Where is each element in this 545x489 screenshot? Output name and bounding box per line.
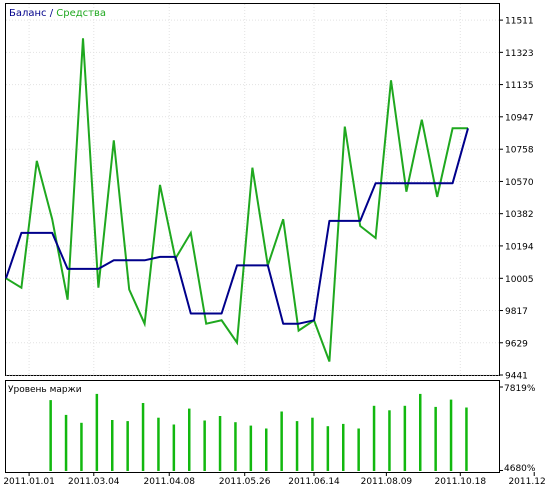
y-tick-label: 11511 bbox=[505, 17, 534, 27]
margin-grid bbox=[499, 386, 503, 471]
margin-bar bbox=[234, 422, 237, 471]
margin-bar bbox=[388, 410, 391, 471]
x-tick-label: 2011.03.04 bbox=[68, 477, 120, 487]
margin-bar bbox=[311, 417, 314, 471]
y-tick-label: 10758 bbox=[505, 146, 534, 156]
balance-series-line bbox=[5, 128, 469, 325]
margin-bar bbox=[49, 400, 52, 471]
legend-separator: / bbox=[47, 8, 57, 19]
x-tick-label: 2011.01.01 bbox=[3, 477, 55, 487]
margin-y-tick-min: 4680% bbox=[504, 464, 536, 474]
x-tick-label: 2011.08.09 bbox=[361, 477, 413, 487]
y-tick-label: 10947 bbox=[505, 113, 534, 123]
margin-bar bbox=[419, 393, 422, 471]
margin-bar bbox=[203, 420, 206, 471]
x-tick-label: 2011.12.22 bbox=[508, 477, 545, 487]
x-tick-label: 2011.04.08 bbox=[143, 477, 195, 487]
margin-bar bbox=[249, 425, 253, 471]
margin-bar bbox=[357, 428, 360, 471]
y-tick-label: 10382 bbox=[505, 210, 534, 220]
margin-bar bbox=[141, 403, 145, 471]
main-grid bbox=[6, 4, 499, 376]
margin-bar bbox=[265, 428, 268, 471]
margin-bar bbox=[80, 422, 83, 471]
balance-equity-panel: 11511 11323 11135 10947 10758 10570 10382 10194… bbox=[5, 3, 534, 382]
x-tick-label: 2011.06.14 bbox=[288, 477, 340, 487]
margin-bar bbox=[111, 420, 114, 471]
margin-bar bbox=[326, 426, 330, 471]
margin-bar bbox=[172, 424, 176, 471]
margin-bar bbox=[449, 399, 453, 471]
legend: Баланс / Средства bbox=[9, 8, 106, 19]
margin-bar bbox=[188, 408, 191, 471]
margin-bar bbox=[126, 421, 129, 471]
margin-bar bbox=[218, 416, 222, 471]
legend-balance-label: Баланс bbox=[9, 8, 47, 19]
y-tick-label: 10005 bbox=[505, 275, 534, 285]
margin-bar bbox=[342, 423, 345, 471]
x-tick-label: 2011.10.18 bbox=[435, 477, 487, 487]
equity-series-line bbox=[5, 38, 468, 362]
margin-bar bbox=[403, 405, 407, 471]
y-tick-label: 11323 bbox=[505, 49, 534, 59]
legend-equity-label: Средства bbox=[56, 8, 106, 19]
y-tick-label: 9629 bbox=[505, 339, 528, 349]
margin-level-panel: Уровень маржи 7819% 4680% bbox=[5, 380, 536, 474]
margin-bar bbox=[372, 405, 376, 471]
margin-panel-frame bbox=[5, 380, 500, 473]
margin-bar bbox=[434, 406, 437, 471]
x-tick-label: 2011.05.26 bbox=[219, 477, 271, 487]
margin-y-tick-max: 7819% bbox=[504, 384, 536, 394]
margin-bar bbox=[95, 393, 99, 471]
x-axis-ticks: 2011.01.01 2011.03.04 2011.04.08 2011.05.26… bbox=[3, 472, 545, 487]
margin-bar bbox=[64, 414, 68, 471]
y-tick-label: 9817 bbox=[505, 307, 528, 317]
y-tick-label: 10570 bbox=[505, 178, 534, 188]
main-y-ticks: 11511 11323 11135 10947 10758 10570 10382 10194… bbox=[499, 17, 534, 382]
margin-bars bbox=[49, 393, 468, 471]
margin-bar bbox=[157, 417, 160, 471]
y-tick-label: 10194 bbox=[505, 242, 534, 252]
y-tick-label: 11135 bbox=[505, 81, 534, 91]
margin-bar bbox=[280, 411, 283, 471]
margin-bar bbox=[295, 421, 299, 471]
y-tick-label: 9441 bbox=[505, 372, 528, 382]
margin-panel-title: Уровень маржи bbox=[8, 385, 82, 395]
margin-bar bbox=[465, 407, 468, 471]
